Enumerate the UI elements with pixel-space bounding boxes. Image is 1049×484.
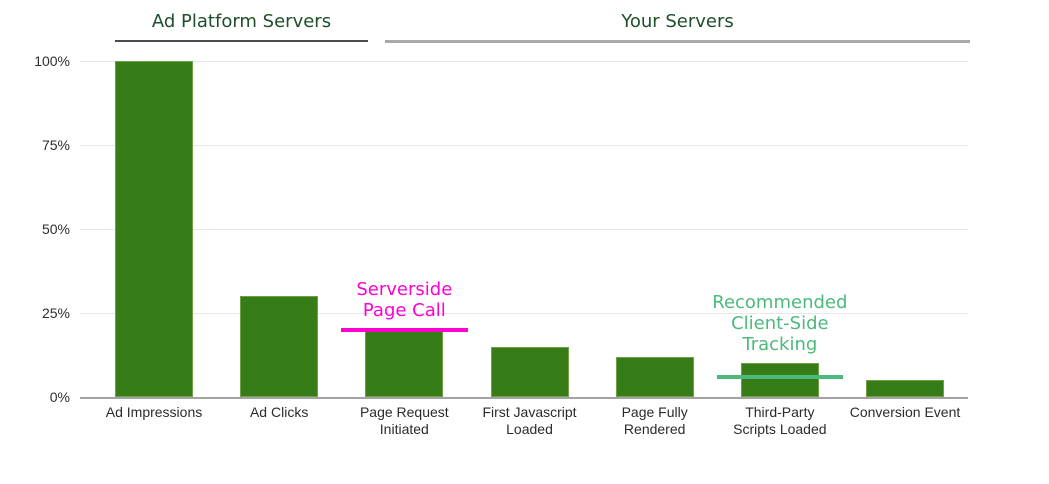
bar-ad-impressions	[115, 61, 193, 397]
annotation-label-recommended-client-side-tracking: Recommended Client-Side Tracking	[670, 292, 890, 355]
y-tick-label: 0%	[49, 389, 70, 405]
x-axis-label-line: Initiated	[379, 421, 429, 437]
gridline	[80, 312, 968, 314]
annotation-label-line: Tracking	[742, 334, 818, 355]
bar-page-request-initiated	[365, 329, 444, 397]
y-tick-label: 100%	[34, 53, 70, 69]
x-axis-label-line: Page Request	[359, 404, 449, 420]
gridline	[80, 60, 968, 62]
x-axis-label-line: Scripts Loaded	[733, 421, 827, 437]
annotation-label-line: Recommended	[712, 292, 848, 313]
y-axis: 0% 25% 50% 75% 100%	[0, 53, 70, 405]
bar-page-fully-rendered	[615, 356, 694, 397]
annotation-label-line: Client-Side	[731, 313, 829, 334]
x-axis-label-line: Third-Party	[745, 404, 815, 420]
x-axis-label: Conversion Event	[830, 404, 980, 421]
x-axis-label-line: Page Fully	[621, 404, 688, 420]
y-tick-label: 50%	[41, 221, 70, 237]
gridline	[80, 144, 968, 146]
x-axis-label: Page Request Initiated	[329, 404, 479, 438]
annotation-label-serverside-page-call: Serverside Page Call	[294, 279, 514, 321]
plot-area: Serverside Page Call Recommended Client-Sid…	[80, 60, 968, 399]
x-axis: Ad Impressions Ad Clicks Page Request Initi…	[80, 404, 968, 446]
section-underline	[115, 40, 368, 42]
section-title: Ad Platform Servers	[151, 11, 332, 32]
bar-third-party-scripts-loaded	[740, 363, 819, 397]
section-header-your-servers: Your Servers	[385, 10, 970, 43]
x-axis-label-line: Ad Clicks	[249, 404, 309, 420]
x-axis-label-line: Ad Impressions	[105, 404, 203, 420]
x-axis-label-line: First Javascript	[482, 404, 577, 420]
x-axis-label-line: Loaded	[506, 421, 553, 437]
bar-conversion-event	[866, 380, 945, 397]
section-underline	[385, 40, 970, 43]
x-axis-label: Ad Clicks	[204, 404, 354, 421]
x-axis-label-line: Conversion Event	[849, 404, 961, 420]
y-tick-label: 25%	[41, 305, 70, 321]
y-tick-label: 75%	[41, 137, 70, 153]
section-title: Your Servers	[621, 11, 734, 32]
annotation-marker-line	[716, 374, 843, 379]
bar-first-javascript-loaded	[490, 346, 569, 397]
annotation-label-line: Serverside	[356, 279, 453, 300]
x-axis-label: Page Fully Rendered	[580, 404, 730, 438]
x-axis-label: Third-Party Scripts Loaded	[705, 404, 855, 438]
bar-ad-clicks	[240, 296, 319, 397]
x-axis-line	[80, 397, 968, 399]
x-axis-label: First Javascript Loaded	[455, 404, 605, 438]
annotation-label-line: Page Call	[362, 300, 446, 321]
section-header-ad-platform-servers: Ad Platform Servers	[115, 10, 368, 42]
x-axis-label: Ad Impressions	[79, 404, 229, 421]
gridline	[80, 228, 968, 230]
annotation-marker-line	[340, 327, 468, 332]
x-axis-label-line: Rendered	[623, 421, 686, 437]
